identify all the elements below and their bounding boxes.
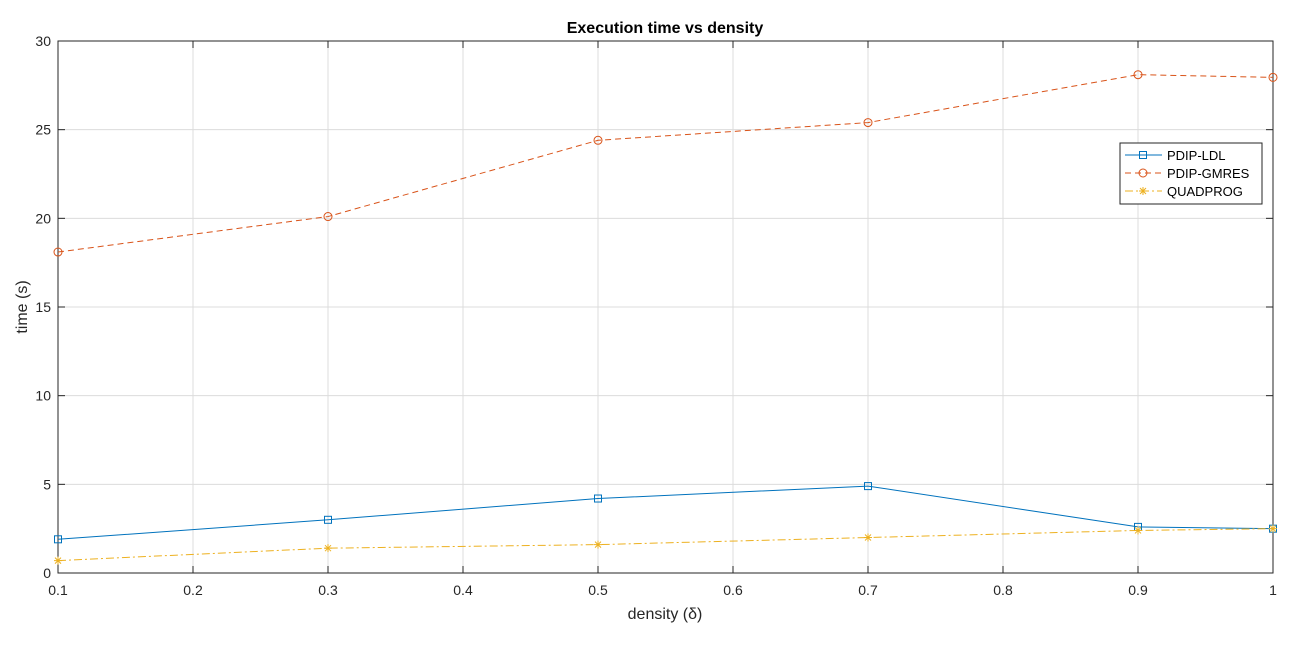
- y-tick-label: 20: [35, 210, 51, 226]
- legend-label-quadprog: QUADPROG: [1167, 184, 1243, 199]
- legend-box: [1119, 142, 1263, 205]
- legend-marker-pdip-ldl: [1139, 151, 1147, 159]
- data-point-pdip-gmres: [323, 212, 333, 222]
- data-point-pdip-gmres: [1268, 72, 1278, 82]
- x-tick-label: 0.5: [588, 582, 608, 598]
- y-tick-label: 10: [35, 388, 51, 404]
- data-point-pdip-gmres: [593, 135, 603, 145]
- data-point-pdip-ldl: [864, 482, 872, 491]
- data-point-pdip-ldl: [54, 535, 62, 544]
- x-axis-ticks: 0.1 0.2 0.3 0.4 0.5 0.6 0.7 0.8 0.9 1: [48, 41, 1277, 598]
- x-tick-label: 0.4: [453, 582, 473, 598]
- y-tick-label: 25: [35, 122, 51, 138]
- legend-marker-pdip-gmres: [1138, 168, 1148, 178]
- data-point-pdip-gmres: [863, 118, 873, 128]
- x-tick-label: 0.7: [858, 582, 878, 598]
- legend-marker-quadprog: [1139, 187, 1147, 195]
- series-group: [53, 70, 1278, 565]
- series-pdip-gmres: [53, 70, 1278, 257]
- x-tick-label: 0.6: [723, 582, 743, 598]
- data-point-pdip-gmres: [1133, 70, 1143, 80]
- x-tick-label: 0.2: [183, 582, 203, 598]
- legend: PDIP-LDL PDIP-GMRES QUADPROG: [1119, 142, 1263, 205]
- x-tick-label: 0.1: [48, 582, 68, 598]
- y-tick-label: 15: [35, 299, 51, 315]
- x-tick-label: 0.9: [1128, 582, 1148, 598]
- data-point-quadprog: [594, 540, 602, 549]
- x-axis-label: density (δ): [628, 606, 703, 623]
- x-tick-label: 0.8: [993, 582, 1013, 598]
- series-quadprog: [54, 524, 1277, 565]
- data-point-quadprog: [864, 533, 872, 542]
- series-line-pdip-gmres: [57, 74, 1274, 253]
- y-axis-ticks: 0 5 10 15 20 25 30: [35, 33, 1273, 581]
- data-point-quadprog: [324, 544, 332, 553]
- y-tick-label: 5: [43, 476, 51, 492]
- y-axis-label: time (s): [14, 280, 31, 333]
- y-tick-label: 0: [43, 565, 51, 581]
- data-point-quadprog: [1134, 526, 1142, 535]
- y-tick-label: 30: [35, 33, 51, 49]
- data-point-pdip-ldl: [324, 515, 332, 524]
- legend-label-pdip-gmres: PDIP-GMRES: [1167, 166, 1250, 181]
- data-point-pdip-gmres: [53, 247, 63, 257]
- data-point-pdip-ldl: [594, 494, 602, 503]
- series-line-pdip-ldl: [57, 485, 1274, 540]
- x-tick-label: 0.3: [318, 582, 338, 598]
- x-tick-label: 1: [1269, 582, 1277, 598]
- series-line-quadprog: [57, 528, 1274, 562]
- data-point-quadprog: [54, 556, 62, 565]
- chart-title: Execution time vs density: [567, 20, 764, 37]
- data-point-quadprog: [1269, 524, 1277, 533]
- legend-label-pdip-ldl: PDIP-LDL: [1167, 148, 1226, 163]
